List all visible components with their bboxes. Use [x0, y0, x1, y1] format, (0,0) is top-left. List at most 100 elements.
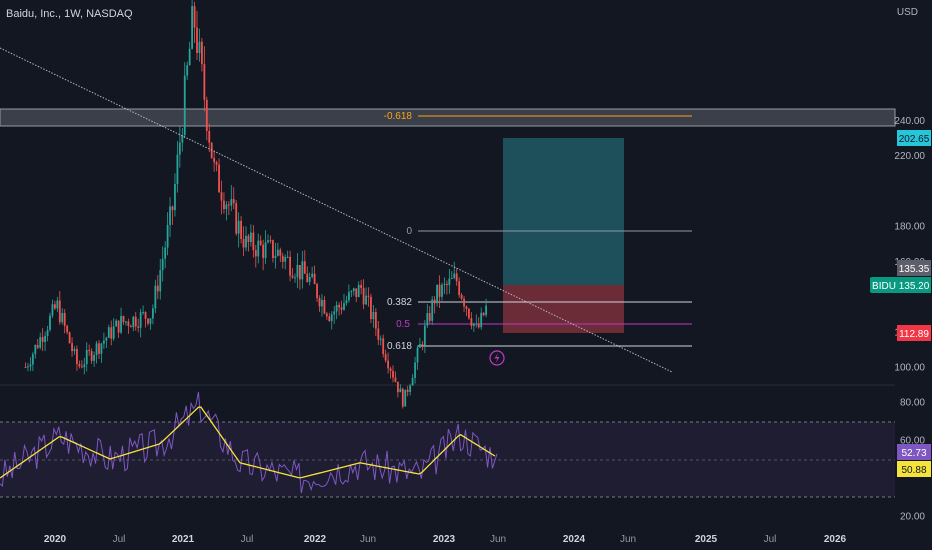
candle-body [281, 255, 284, 262]
candle-body [468, 308, 470, 319]
candle-body [63, 313, 66, 326]
last-badge-label: 135.35 [899, 264, 930, 275]
candle-body [132, 316, 135, 328]
candle-body [438, 284, 441, 297]
time-tick: 2024 [563, 534, 586, 545]
candle-body [142, 312, 144, 314]
candle-body [225, 204, 228, 210]
candle-body [389, 368, 392, 371]
candle-body [308, 276, 311, 282]
trendline[interactable] [0, 47, 673, 373]
candle-body [205, 99, 208, 131]
candle-body [419, 344, 421, 348]
candle-body [458, 281, 461, 295]
candle-body [401, 388, 404, 407]
candle-body [269, 240, 272, 242]
candle-body [360, 284, 363, 289]
candle-body [316, 284, 318, 299]
last-badge [897, 260, 931, 276]
target-badge [897, 130, 931, 146]
candle-body [186, 65, 189, 76]
symbol-badge-label: BIDU [872, 281, 896, 292]
candle-body [433, 299, 436, 304]
candle-body [485, 305, 487, 316]
candle-body [95, 343, 98, 356]
time-tick: Jul [241, 534, 254, 545]
candle-body [54, 304, 56, 309]
candle-body [93, 355, 95, 361]
candle-body [379, 338, 382, 340]
candle-body [357, 284, 360, 297]
candle-body [374, 311, 377, 329]
candle-body [323, 299, 326, 314]
candle-body [414, 362, 416, 378]
candle-body [240, 220, 242, 239]
candle-body [31, 354, 34, 365]
symbol-title[interactable]: Baidu, Inc., 1W, NASDAQ [6, 8, 133, 20]
candle-body [272, 240, 274, 258]
candle-body [203, 64, 206, 100]
candle-body [443, 283, 446, 285]
candle-body [144, 312, 147, 319]
candle-body [58, 300, 61, 323]
candle-body [294, 277, 296, 279]
candle-body [428, 313, 431, 321]
candle-body [196, 27, 198, 54]
candle-body [27, 366, 29, 368]
candle-body [88, 350, 91, 352]
candle-body [480, 312, 483, 328]
candle-body [68, 332, 71, 344]
lightning-icon[interactable] [489, 350, 505, 366]
time-tick: 2021 [172, 534, 195, 545]
rsi_ma-badge-label: 50.88 [901, 465, 926, 476]
time-tick: Jun [360, 534, 376, 545]
target-badge-label: 202.65 [899, 134, 930, 145]
candle-body [137, 326, 140, 328]
candle-body [404, 389, 407, 407]
stop-badge-label: 112.89 [899, 329, 929, 340]
candle-body [448, 278, 451, 286]
candle-body [397, 381, 399, 393]
candle-body [311, 273, 314, 277]
candle-body [152, 308, 154, 319]
fib-618-label: 0.618 [387, 341, 412, 352]
fib-382-label: 0.382 [387, 297, 412, 308]
time-tick: 2026 [824, 534, 847, 545]
candle-body [71, 343, 73, 352]
rsi-badge [897, 444, 931, 460]
candle-body [299, 264, 301, 280]
candle-body [159, 270, 162, 292]
candle-body [399, 388, 402, 393]
candle-body [254, 250, 257, 257]
candle-body [117, 320, 120, 333]
rsi-tick: 20.00 [900, 512, 925, 523]
candle-body [289, 256, 291, 276]
candle-body [242, 238, 245, 248]
candle-body [276, 249, 279, 256]
candle-body [262, 244, 265, 258]
candle-body [208, 130, 211, 143]
candle-body [384, 354, 387, 361]
candle-body [350, 291, 353, 293]
candle-body [169, 206, 171, 226]
rsi-tick: 60.00 [900, 436, 925, 447]
candle-body [61, 313, 64, 323]
candle-body [176, 154, 179, 184]
symbol-price-badge [897, 277, 931, 293]
rsi-ma-line [0, 406, 496, 479]
candle-body [215, 162, 218, 165]
candle-body [230, 199, 233, 206]
candle-body [223, 200, 225, 210]
time-tick: Jun [490, 534, 506, 545]
time-tick: 2025 [695, 534, 718, 545]
candle-body [125, 321, 127, 323]
candle-body [122, 316, 125, 323]
time-tick: 2020 [44, 534, 67, 545]
candle-body [301, 261, 304, 280]
candle-body [328, 316, 331, 321]
candle-body [291, 275, 294, 278]
rsi-series-group [0, 391, 498, 494]
candle-body [252, 232, 255, 251]
